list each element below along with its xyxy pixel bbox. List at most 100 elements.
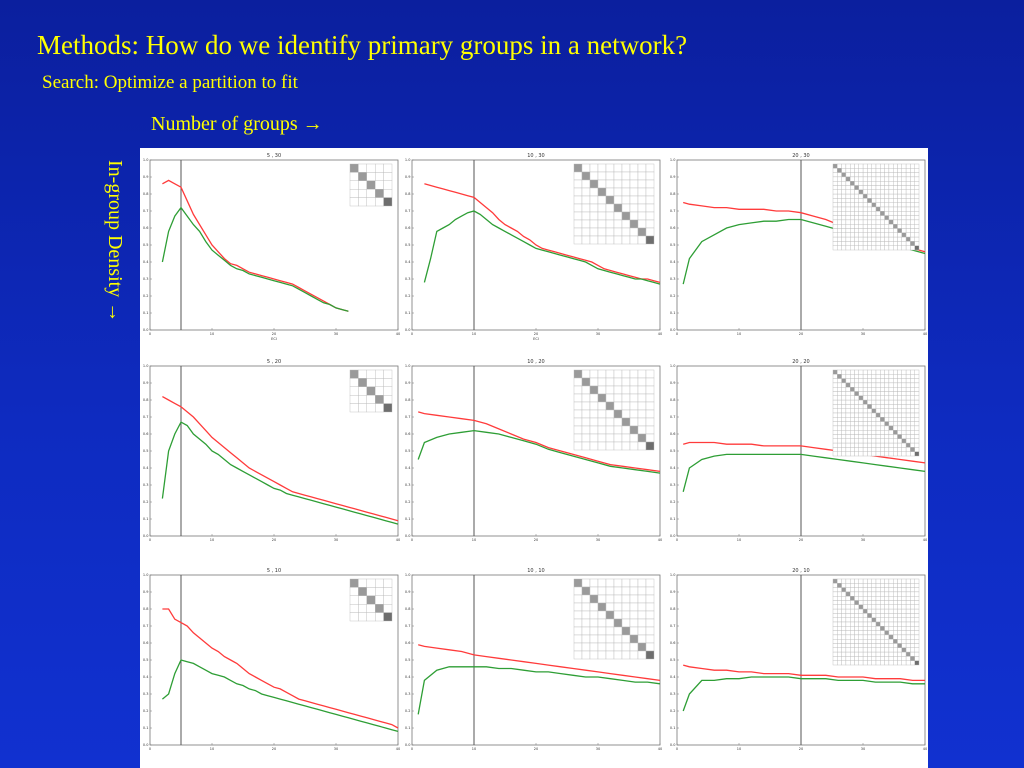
matrix-cell	[901, 181, 907, 186]
matrix-cell	[845, 639, 851, 644]
matrix-cell	[850, 391, 855, 397]
block-matrix-inset	[349, 163, 393, 207]
matrix-cell	[910, 447, 915, 452]
matrix-cell	[862, 378, 868, 384]
matrix-cell	[637, 602, 647, 612]
y-tick-label: 0.0	[405, 534, 411, 538]
matrix-cell	[366, 578, 376, 588]
matrix-cell	[871, 613, 877, 618]
matrix-cell	[875, 587, 881, 593]
matrix-cell	[884, 583, 890, 588]
matrix-cell	[893, 639, 898, 644]
matrix-cell	[871, 193, 877, 199]
matrix-cell	[884, 626, 890, 631]
matrix-cell	[841, 378, 847, 384]
matrix-cell	[914, 198, 920, 203]
matrix-cell	[645, 385, 655, 395]
matrix-cell	[880, 604, 885, 610]
matrix-cell	[573, 369, 583, 379]
matrix-cell	[854, 643, 860, 649]
x-tick-label: 30	[596, 332, 600, 336]
matrix-cell	[366, 612, 376, 622]
matrix-cell	[914, 630, 920, 636]
matrix-cell	[910, 228, 915, 234]
matrix-cell	[637, 594, 647, 604]
matrix-cell	[854, 386, 860, 392]
matrix-cell	[897, 608, 903, 614]
matrix-cell	[914, 391, 920, 397]
matrix-cell	[349, 386, 359, 396]
x-tick-label: 30	[334, 538, 338, 542]
matrix-cell	[875, 596, 881, 601]
matrix-cell	[884, 215, 890, 221]
matrix-cell	[893, 634, 898, 640]
matrix-cell	[645, 163, 655, 173]
y-tick-label: 0.5	[405, 243, 411, 247]
matrix-cell	[837, 189, 842, 195]
matrix-cell	[854, 587, 860, 593]
matrix-cell	[914, 168, 920, 173]
matrix-cell	[629, 586, 639, 596]
matrix-cell	[914, 374, 920, 379]
matrix-cell	[880, 382, 885, 388]
matrix-cell	[867, 193, 872, 199]
matrix-cell	[850, 168, 855, 173]
matrix-cell	[880, 185, 885, 191]
matrix-cell	[862, 639, 868, 644]
matrix-cell	[845, 583, 851, 588]
matrix-cell	[875, 451, 881, 457]
matrix-cell	[581, 227, 591, 237]
matrix-cell	[858, 617, 864, 623]
matrix-cell	[366, 197, 376, 207]
matrix-cell	[629, 163, 639, 173]
matrix-cell	[914, 626, 920, 631]
matrix-cell	[858, 399, 864, 405]
matrix-cell	[845, 163, 851, 169]
matrix-cell	[845, 241, 851, 246]
matrix-cell	[629, 195, 639, 205]
matrix-cell	[845, 412, 851, 418]
matrix-cell	[837, 408, 842, 414]
matrix-cell	[897, 417, 903, 422]
matrix-cell	[880, 438, 885, 444]
matrix-cell	[858, 189, 864, 195]
matrix-cell	[884, 634, 890, 640]
matrix-cell	[897, 176, 903, 182]
matrix-cell	[841, 583, 847, 588]
matrix-cell	[832, 630, 838, 636]
matrix-cell	[837, 193, 842, 199]
y-tick-label: 0.4	[143, 675, 149, 679]
matrix-cell	[858, 378, 864, 384]
y-tick-label: 0.8	[143, 192, 149, 196]
matrix-cell	[832, 656, 838, 661]
matrix-cell	[862, 236, 868, 242]
matrix-cell	[880, 172, 885, 178]
matrix-cell	[845, 404, 851, 409]
matrix-cell	[832, 391, 838, 397]
matrix-cell	[637, 385, 647, 395]
matrix-cell	[858, 232, 864, 238]
matrix-cell	[910, 378, 915, 384]
matrix-cell	[605, 195, 615, 205]
matrix-cell	[841, 168, 847, 173]
matrix-cell	[841, 386, 847, 392]
matrix-cell	[888, 621, 894, 627]
matrix-cell	[905, 630, 911, 636]
matrix-cell	[867, 404, 872, 409]
matrix-cell	[893, 434, 898, 440]
matrix-cell	[910, 198, 915, 203]
matrix-cell	[837, 378, 842, 384]
matrix-cell	[914, 608, 920, 614]
matrix-cell	[880, 600, 885, 606]
matrix-cell	[573, 401, 583, 411]
matrix-cell	[581, 393, 591, 403]
matrix-cell	[832, 223, 838, 229]
matrix-cell	[888, 583, 894, 588]
matrix-cell	[871, 404, 877, 409]
matrix-cell	[888, 442, 894, 448]
matrix-cell	[841, 202, 847, 208]
matrix-cell	[910, 583, 915, 588]
matrix-cell	[581, 417, 591, 427]
matrix-cell	[832, 651, 838, 657]
y-tick-label: 0.7	[143, 624, 149, 628]
